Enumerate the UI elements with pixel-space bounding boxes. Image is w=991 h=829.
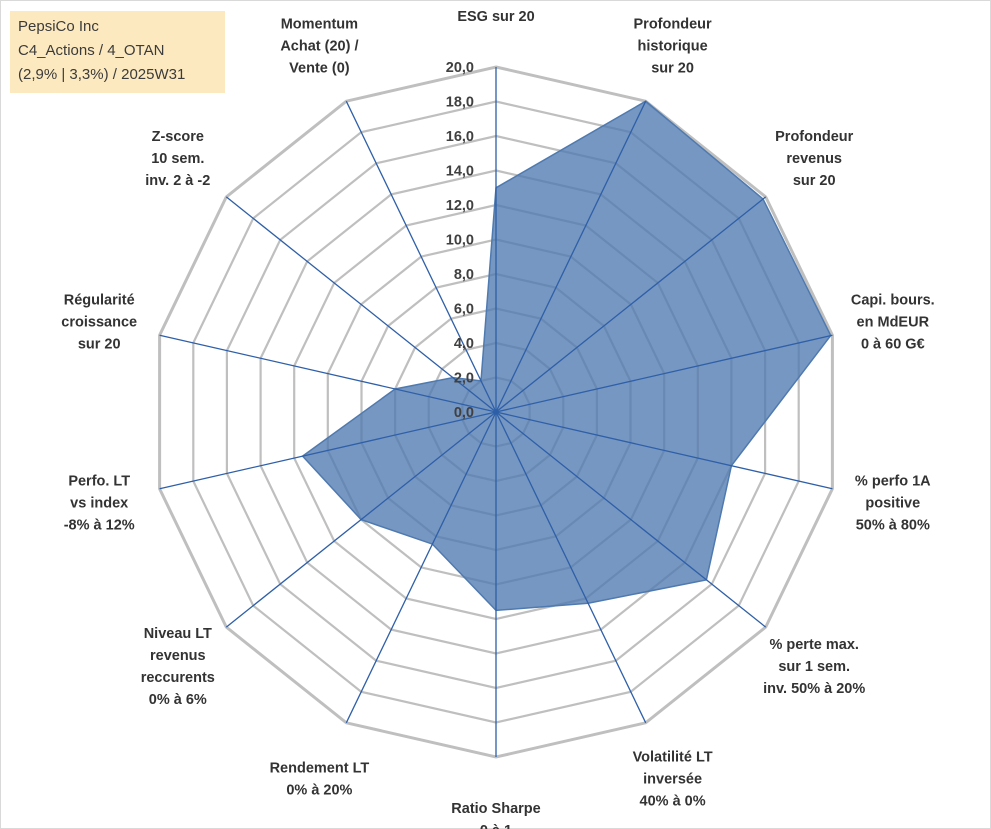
tick-label: 10,0 [446, 233, 474, 249]
axis-spoke [159, 411, 497, 490]
axis-label: % perte max. sur 1 sem. inv. 50% à 20% [763, 637, 865, 697]
tick-label: 20,0 [446, 60, 474, 76]
info-box: PepsiCo Inc C4_Actions / 4_OTAN (2,9% | … [10, 11, 225, 93]
axis-label: Niveau LT revenus reccurents 0% à 6% [141, 626, 215, 708]
company-name: PepsiCo Inc [18, 18, 99, 35]
axis-spoke [495, 196, 767, 413]
category-line: C4_Actions / 4_OTAN [18, 42, 165, 59]
axis-label: Régularité croissance sur 20 [61, 292, 137, 352]
axis-label: Capi. bours. en MdEUR 0 à 60 G€ [851, 292, 935, 352]
axis-spoke [495, 411, 767, 628]
axis-label: Perfo. LT vs index -8% à 12% [64, 474, 135, 534]
radar-spokes [159, 67, 833, 757]
axis-label: Profondeur historique sur 20 [634, 16, 712, 76]
tick-label: 8,0 [454, 267, 474, 283]
axis-spoke [495, 334, 833, 413]
axis-spoke [225, 196, 497, 413]
axis-label: Momentum Achat (20) / Vente (0) [280, 16, 358, 76]
axis-spoke [225, 411, 497, 628]
tick-label: 16,0 [446, 129, 474, 145]
axis-label: Ratio Sharpe0 à 1 [451, 801, 540, 829]
yield-date-line: (2,9% | 3,3%) / 2025W31 [18, 66, 186, 83]
axis-spoke [345, 411, 497, 724]
tick-label: 12,0 [446, 198, 474, 214]
axis-spoke [495, 100, 647, 413]
axis-label: Rendement LT 0% à 20% [270, 761, 370, 799]
tick-label: 4,0 [454, 336, 474, 352]
axis-label: Volatilité LT inversée 40% à 0% [633, 750, 713, 810]
radial-tick-labels: 0,0 2,0 4,0 6,0 8,0 10,0 12,0 14,0 16,0 18,0 20,0 [446, 60, 474, 421]
axis-label: Z-score 10 sem. inv. 2 à -2 [145, 129, 210, 189]
tick-label: 18,0 [446, 95, 474, 111]
tick-label: 6,0 [454, 302, 474, 318]
tick-label: 0,0 [454, 405, 474, 421]
axis-spoke [495, 411, 833, 490]
axis-label: Profondeur revenus sur 20 [775, 129, 853, 189]
axis-spoke [159, 334, 497, 413]
tick-label: 14,0 [446, 164, 474, 180]
axis-label: NoteESG sur 20 [457, 0, 534, 25]
axis-spoke [495, 411, 647, 724]
axis-spoke [345, 100, 497, 413]
tick-label: 2,0 [454, 371, 474, 387]
axis-label: % perfo 1A positive 50% à 80% [855, 474, 931, 534]
